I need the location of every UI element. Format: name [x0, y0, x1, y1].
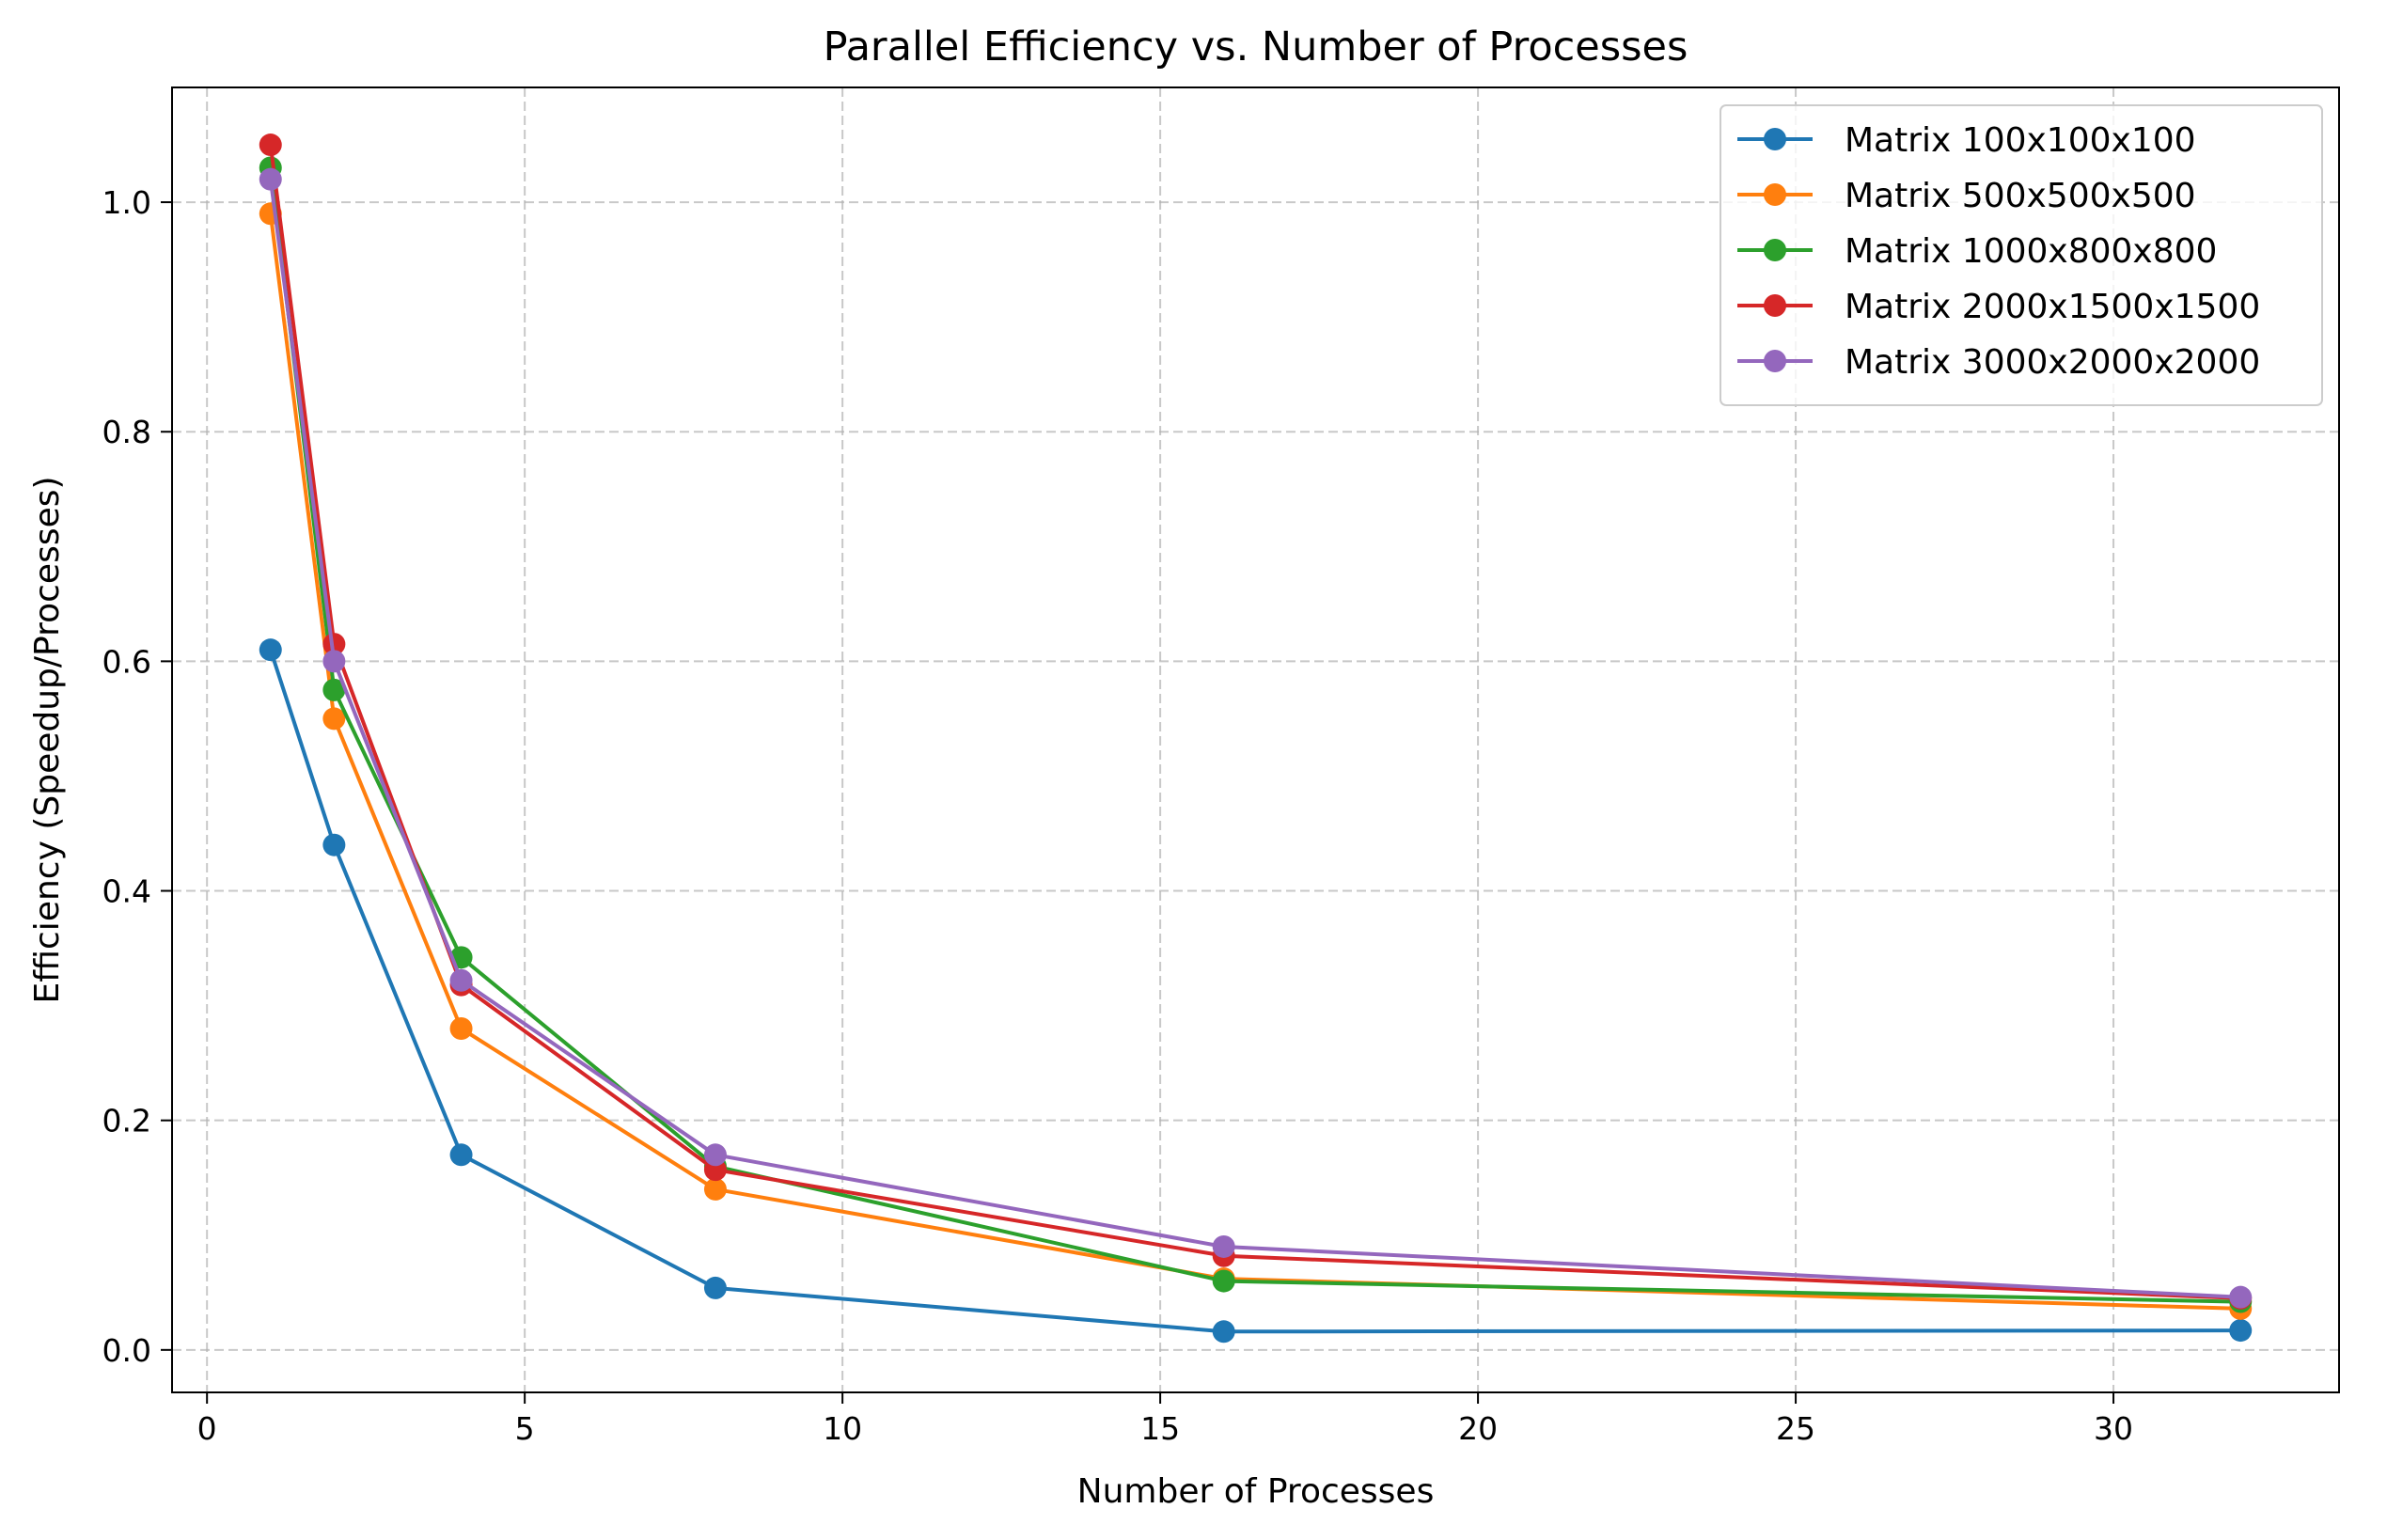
series-line — [268, 179, 2241, 1299]
legend-label: Matrix 3000x2000x2000 — [1845, 343, 2260, 382]
data-point — [703, 1177, 727, 1201]
chart-title: Parallel Efficiency vs. Number of Proces… — [824, 24, 1688, 71]
x-tick-label: 15 — [1140, 1410, 1180, 1447]
legend: Matrix 100x100x100 Matrix 500x500x500 Matr… — [1720, 104, 2323, 406]
data-point — [1212, 1234, 1235, 1258]
plot-frame — [171, 86, 2340, 1393]
series-layer — [259, 134, 2253, 1344]
x-tick-label: 5 — [515, 1410, 535, 1447]
data-point — [449, 968, 473, 992]
data-point — [703, 1276, 727, 1299]
legend-marker — [1764, 239, 1786, 261]
data-point — [1212, 1320, 1235, 1344]
y-tick-label: 0.4 — [102, 873, 151, 910]
data-point — [322, 707, 346, 731]
data-point — [322, 633, 346, 656]
legend-item: Matrix 500x500x500 — [1737, 177, 2196, 215]
legend-marker — [1764, 294, 1786, 317]
data-point — [259, 134, 282, 157]
legend-label: Matrix 2000x1500x1500 — [1845, 288, 2260, 326]
data-point — [449, 1143, 473, 1167]
x-tick-label: 25 — [1776, 1410, 1815, 1447]
data-point — [322, 678, 346, 701]
y-axis: 0.0 0.2 0.4 0.6 0.8 1.0 — [102, 184, 172, 1369]
series-1 — [259, 638, 2253, 1344]
legend-item: Matrix 3000x2000x2000 — [1737, 343, 2260, 382]
x-axis-label: Number of Processes — [1077, 1472, 1435, 1511]
legend-marker — [1764, 350, 1786, 372]
legend-item: Matrix 1000x800x800 — [1737, 232, 2217, 271]
x-axis: 0 5 10 15 20 25 30 — [197, 1392, 2133, 1447]
data-point — [2229, 1319, 2253, 1343]
legend-item: Matrix 100x100x100 — [1737, 121, 2196, 160]
data-point — [322, 833, 346, 856]
legend-box — [1720, 104, 2323, 406]
legend-label: Matrix 100x100x100 — [1845, 121, 2196, 160]
data-point — [259, 638, 282, 662]
legend-item: Matrix 2000x1500x1500 — [1737, 288, 2260, 326]
y-tick-label: 0.8 — [102, 414, 151, 450]
data-point — [1212, 1269, 1235, 1293]
legend-marker — [1764, 128, 1786, 150]
data-point — [259, 167, 282, 191]
x-tick-label: 30 — [2094, 1410, 2133, 1447]
legend-marker — [1764, 183, 1786, 206]
series-line — [268, 649, 2241, 1334]
y-tick-label: 1.0 — [102, 184, 151, 221]
data-point — [2229, 1285, 2253, 1309]
x-tick-label: 20 — [1458, 1410, 1498, 1447]
series-5 — [259, 167, 2253, 1309]
x-tick-label: 10 — [823, 1410, 862, 1447]
series-line — [268, 167, 2241, 1304]
data-point — [449, 1017, 473, 1041]
data-point — [703, 1143, 727, 1167]
x-tick-label: 0 — [197, 1410, 217, 1447]
y-tick-label: 0.6 — [102, 643, 151, 680]
y-tick-label: 0.0 — [102, 1332, 151, 1369]
series-line — [268, 144, 2241, 1300]
y-tick-label: 0.2 — [102, 1103, 151, 1139]
y-axis-label: Efficiency (Speedup/Processes) — [28, 476, 67, 1003]
legend-label: Matrix 1000x800x800 — [1845, 232, 2217, 271]
data-point — [322, 650, 346, 673]
legend-label: Matrix 500x500x500 — [1845, 177, 2196, 215]
